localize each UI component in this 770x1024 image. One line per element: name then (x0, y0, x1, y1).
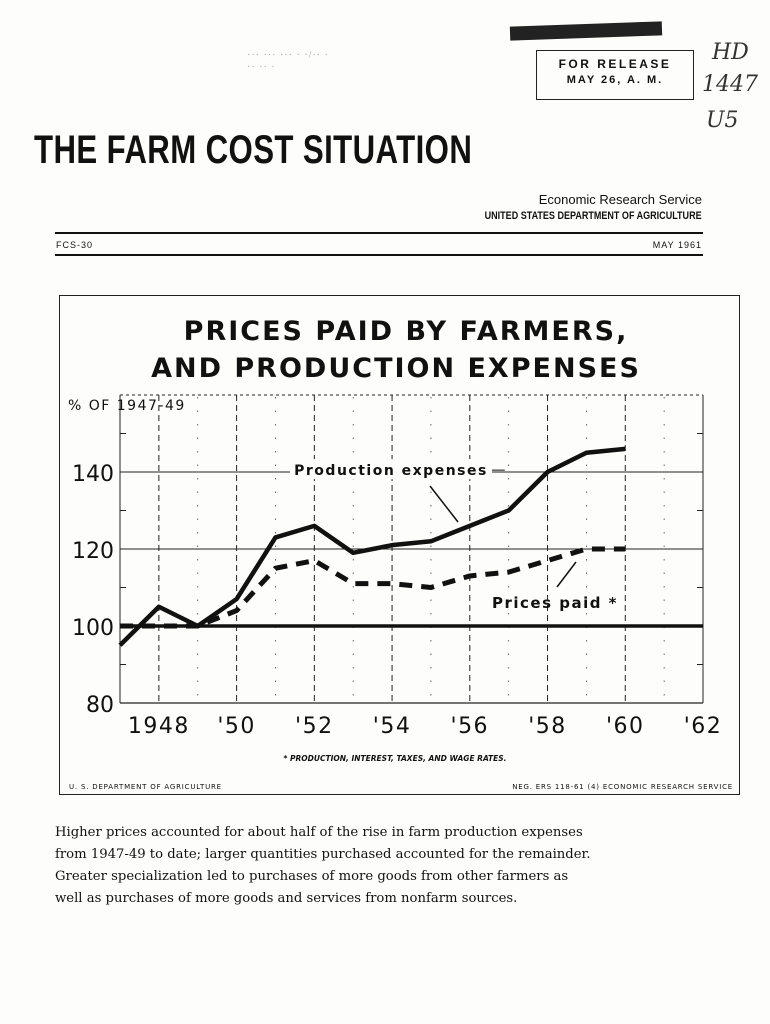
chart-frame (59, 295, 740, 795)
production-expenses-label: Production expenses (294, 463, 488, 479)
department-name: UNITED STATES DEPARTMENT OF AGRICULTURE (485, 210, 702, 222)
x-tick-label: '56 (451, 714, 490, 739)
caption-line-4: well as purchases of more goods and serv… (55, 891, 518, 906)
prices-paid-pointer (556, 561, 577, 588)
prices-paid-label: Prices paid * (492, 594, 618, 612)
prices-paid-line (120, 546, 626, 629)
page-title: THE FARM COST SITUATION (34, 128, 473, 172)
caption-paragraph: Higher prices accounted for about half o… (55, 822, 755, 910)
release-box: FOR RELEASE MAY 26, A. M. (536, 50, 694, 100)
x-tick-label: '60 (606, 714, 645, 739)
y-tick-label: 120 (72, 539, 114, 564)
x-tick-label: 1948 (128, 714, 190, 739)
handwritten-note-2: 1447 (702, 72, 758, 97)
production-expenses-line (118, 446, 626, 647)
handwritten-note-1: HD (712, 40, 749, 65)
handwritten-note-3: U5 (706, 108, 739, 133)
chart-title-line-2: AND PRODUCTION EXPENSES (151, 353, 641, 384)
production-label-pointer (429, 485, 459, 523)
caption-line-3: Greater specialization led to purchases … (55, 869, 569, 884)
caption-line-2: from 1947-49 to date; larger quantities … (55, 847, 591, 862)
y-tick-label: 100 (72, 616, 114, 641)
header-rule-bottom (55, 254, 703, 256)
y-tick-label: 80 (86, 693, 114, 718)
chart-footer-left: U. S. DEPARTMENT OF AGRICULTURE (69, 783, 222, 791)
chart-footnote: * PRODUCTION, INTEREST, TAXES, AND WAGE … (283, 754, 506, 763)
chart-footer-right: NEG. ERS 118-61 (4) ECONOMIC RESEARCH SE… (512, 783, 733, 791)
production-label-bg (290, 459, 492, 480)
agency-name: Economic Research Service (538, 192, 702, 207)
issue-number: FCS-30 (56, 240, 94, 250)
stamp-line-2: ·· ·· · (247, 62, 276, 73)
release-label: FOR RELEASE (558, 57, 672, 71)
x-tick-label: '62 (684, 714, 723, 739)
release-date: MAY 26, A. M. (566, 74, 664, 86)
x-tick-label: '50 (217, 714, 256, 739)
y-tick-label: 140 (72, 462, 114, 487)
x-tick-label: '52 (295, 714, 334, 739)
faded-stamp: ··· ··· ··· · ·/·· · ·· ·· · (247, 50, 329, 74)
stamp-line-1: ··· ··· ··· · ·/·· · (247, 50, 329, 61)
chart-title-line-1: PRICES PAID BY FARMERS, (184, 316, 629, 347)
x-tick-label: '58 (528, 714, 567, 739)
issue-date: MAY 1961 (652, 240, 702, 250)
x-tick-label: '54 (373, 714, 412, 739)
y-axis-label: % OF 1947-49 (68, 398, 186, 414)
header-rule-top (55, 232, 703, 234)
caption-line-1: Higher prices accounted for about half o… (55, 825, 583, 840)
